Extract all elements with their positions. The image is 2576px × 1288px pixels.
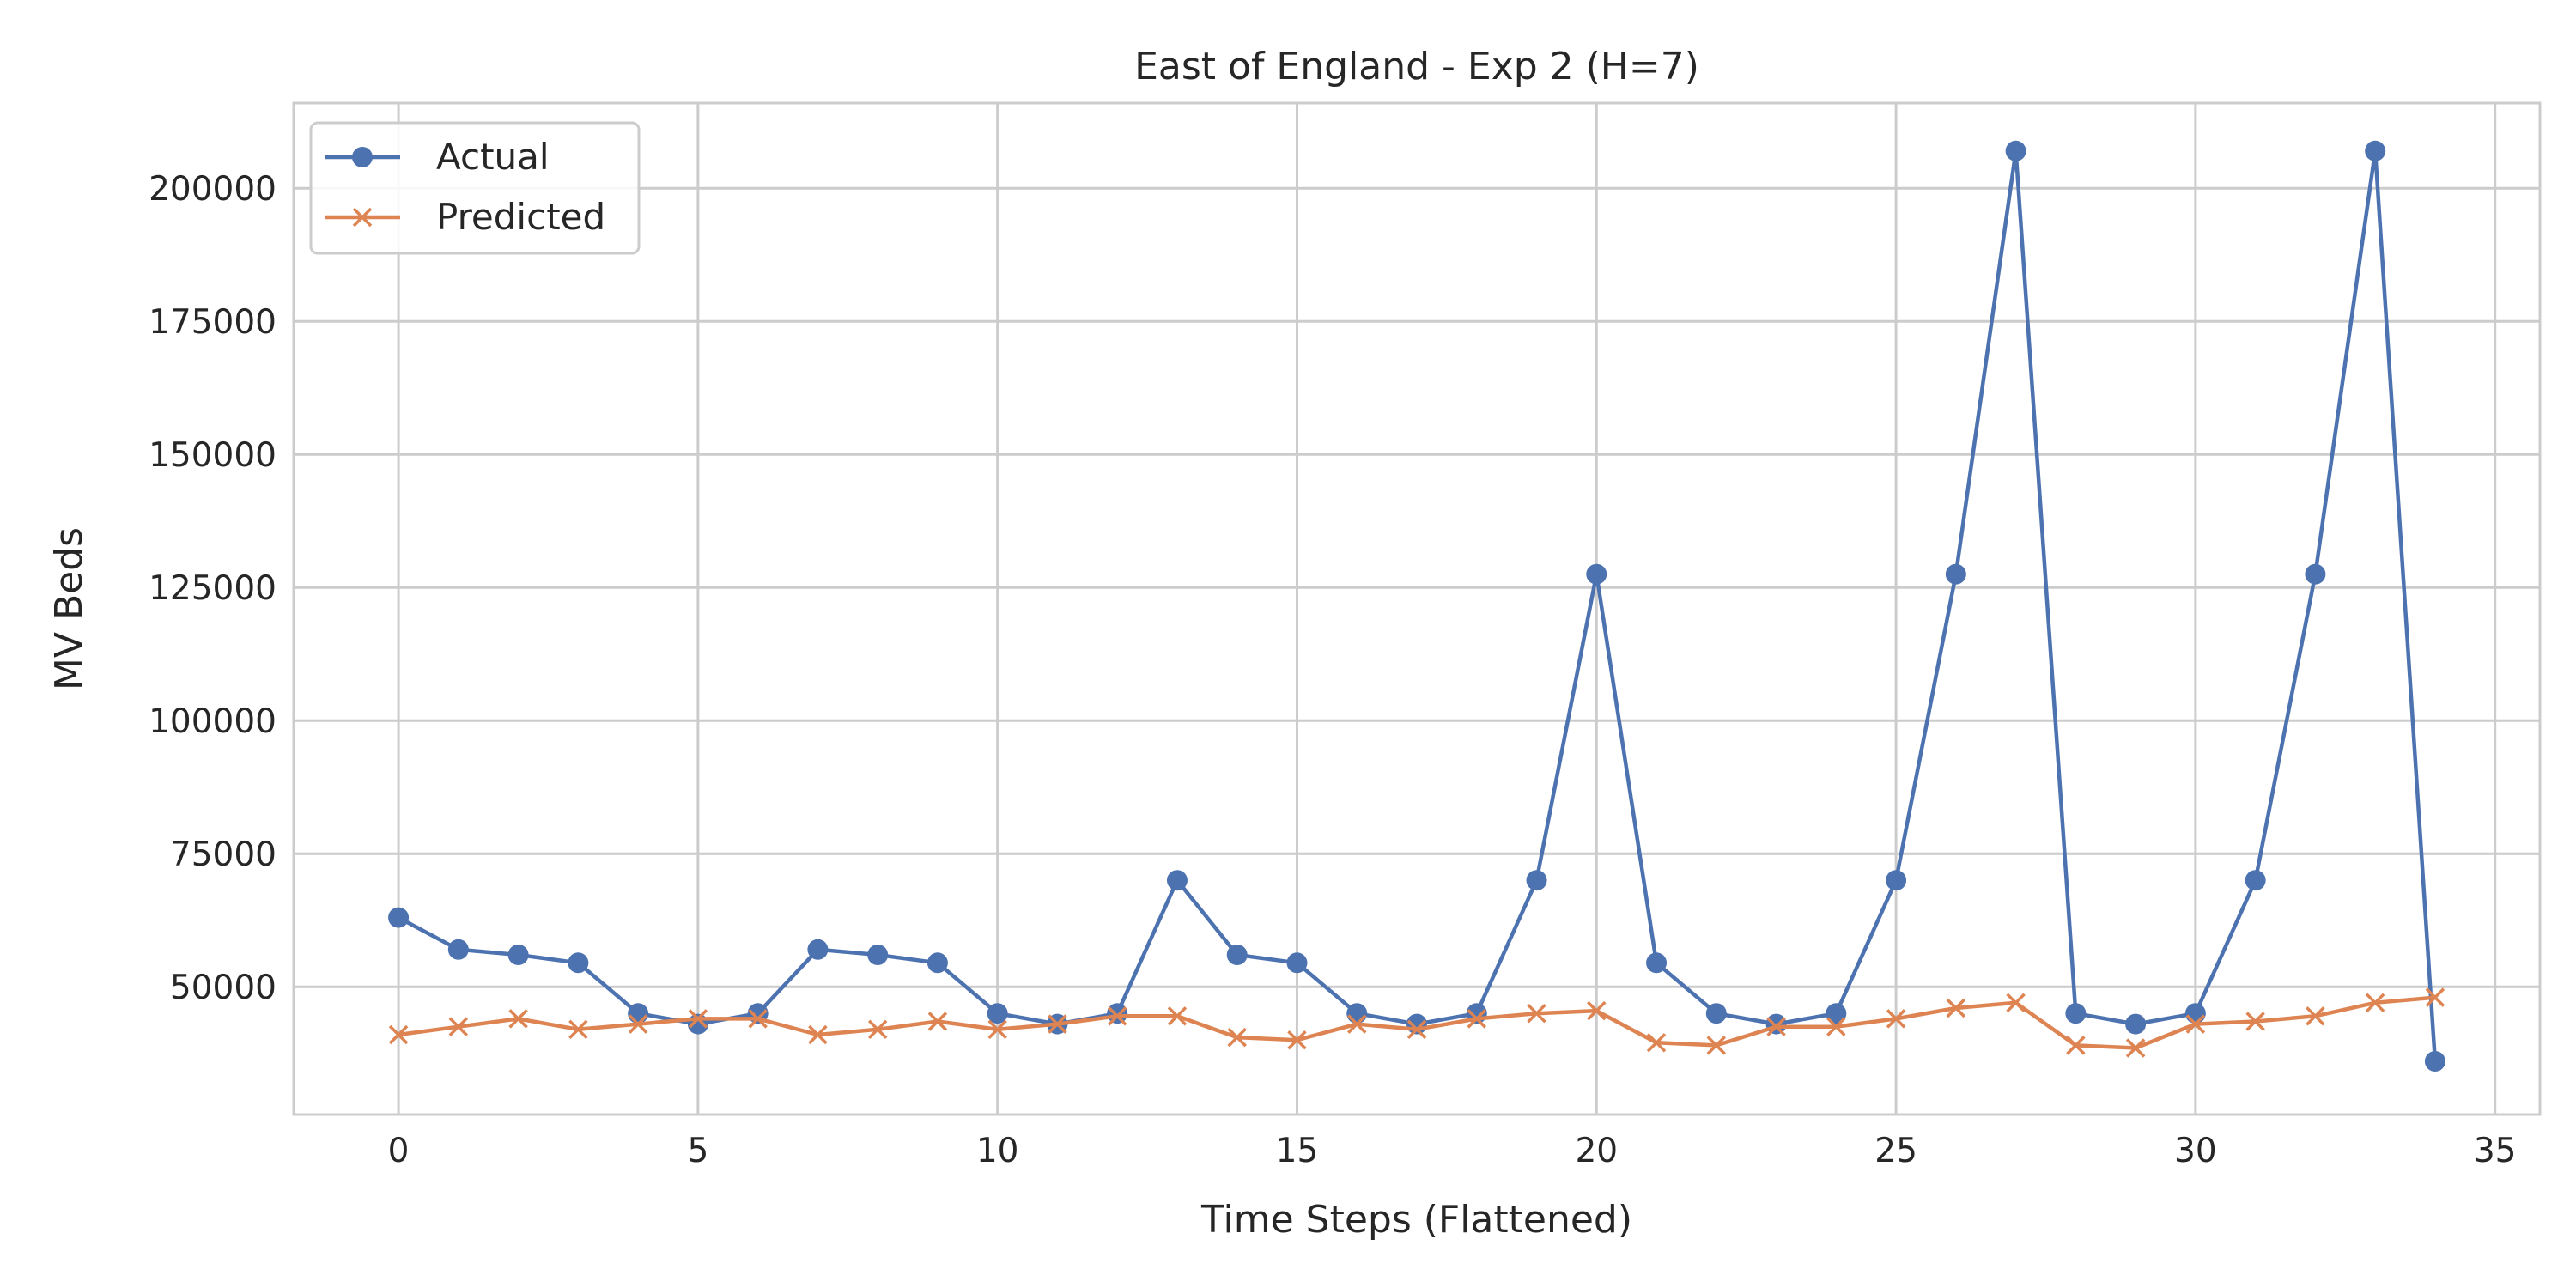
point-actual xyxy=(1346,1003,1368,1024)
point-predicted xyxy=(987,1019,1007,1040)
point-actual xyxy=(388,907,410,928)
y-tick-label: 200000 xyxy=(149,170,276,209)
point-actual xyxy=(447,939,469,960)
point-actual xyxy=(2184,1003,2206,1024)
x-tick-label: 35 xyxy=(2474,1132,2517,1170)
y-tick-label: 125000 xyxy=(149,569,276,608)
point-predicted xyxy=(1227,1027,1247,1048)
legend-marker-circle xyxy=(352,147,373,167)
point-actual xyxy=(2065,1003,2087,1024)
point-predicted xyxy=(1527,1003,1546,1024)
point-predicted xyxy=(867,1019,888,1040)
point-predicted xyxy=(2245,1012,2265,1031)
legend-label: Predicted xyxy=(436,196,605,238)
point-actual xyxy=(507,945,529,965)
point-actual xyxy=(628,1003,649,1024)
grid xyxy=(294,103,2540,1115)
point-predicted xyxy=(628,1014,648,1034)
point-predicted xyxy=(1347,1014,1367,1034)
point-actual xyxy=(987,1003,1008,1024)
y-tick-label: 75000 xyxy=(170,835,276,874)
point-predicted xyxy=(1167,1006,1188,1026)
point-predicted xyxy=(1826,1017,1846,1036)
x-tick-label: 10 xyxy=(976,1132,1019,1170)
y-tick-label: 150000 xyxy=(149,436,276,475)
point-actual xyxy=(2245,870,2266,891)
x-axis-label: Time Steps (Flattened) xyxy=(1200,1198,1632,1242)
point-actual xyxy=(1886,870,1907,891)
tick-labels: 0 5 10 15 20 25 30 35 50000 75000 100000 125000 1500… xyxy=(149,170,2516,1170)
legend-marker-x xyxy=(352,207,373,228)
point-predicted xyxy=(1287,1030,1307,1050)
series-predicted xyxy=(388,987,2445,1058)
point-predicted xyxy=(927,1012,948,1031)
y-tick-label: 100000 xyxy=(149,702,276,741)
point-actual xyxy=(1826,1003,1847,1024)
point-actual xyxy=(1646,952,1668,974)
x-tick-label: 15 xyxy=(1276,1132,1319,1170)
point-predicted xyxy=(1706,1036,1727,1055)
point-predicted xyxy=(2306,1006,2325,1026)
point-predicted xyxy=(1406,1019,1427,1040)
y-axis-label: MV Beds xyxy=(47,527,91,690)
point-predicted xyxy=(2006,993,2026,1013)
legend: Actual Predicted xyxy=(309,121,641,255)
point-predicted xyxy=(2066,1036,2086,1055)
y-tick-label: 175000 xyxy=(149,303,276,342)
point-predicted xyxy=(2125,1038,2146,1058)
point-predicted xyxy=(1587,1000,1607,1021)
x-tick-label: 0 xyxy=(388,1132,410,1170)
point-predicted xyxy=(2185,1014,2206,1034)
point-actual xyxy=(2125,1013,2147,1035)
point-predicted xyxy=(1766,1017,1786,1036)
point-predicted xyxy=(2365,993,2385,1013)
point-predicted xyxy=(1048,1014,1067,1034)
y-tick-label: 50000 xyxy=(170,969,276,1007)
legend-label: Actual xyxy=(436,136,550,178)
point-predicted xyxy=(748,1009,768,1029)
point-predicted xyxy=(448,1017,469,1036)
chart-title: East of England - Exp 2 (H=7) xyxy=(1134,45,1699,88)
point-actual xyxy=(568,952,589,974)
point-actual xyxy=(1166,870,1188,891)
point-actual xyxy=(927,952,948,974)
point-actual xyxy=(807,939,829,960)
point-actual xyxy=(1765,1013,1787,1035)
point-actual xyxy=(1705,1003,1727,1024)
point-actual xyxy=(1945,563,1966,585)
point-predicted xyxy=(388,1024,409,1045)
point-predicted xyxy=(688,1009,708,1029)
point-actual xyxy=(2365,140,2386,161)
point-predicted xyxy=(808,1024,828,1045)
point-predicted xyxy=(508,1009,528,1029)
point-predicted xyxy=(1946,998,1966,1018)
point-actual xyxy=(1586,563,1607,585)
legend-item-actual: Actual xyxy=(325,136,550,178)
point-actual xyxy=(2305,563,2326,585)
point-predicted xyxy=(568,1019,588,1040)
point-actual xyxy=(1526,870,1547,891)
legend-items: Actual Predicted xyxy=(325,136,605,238)
x-tick-label: 30 xyxy=(2174,1132,2217,1170)
series-layer xyxy=(388,140,2445,1072)
point-predicted xyxy=(2425,987,2445,1007)
plot-frame xyxy=(292,101,2542,1116)
point-actual xyxy=(867,945,889,965)
x-tick-label: 20 xyxy=(1575,1132,1618,1170)
x-tick-label: 5 xyxy=(687,1132,708,1170)
point-actual xyxy=(1107,1003,1128,1024)
x-tick-label: 25 xyxy=(1874,1132,1917,1170)
legend-item-predicted: Predicted xyxy=(325,196,605,238)
point-actual xyxy=(1286,952,1308,974)
point-actual xyxy=(2424,1051,2445,1072)
point-predicted xyxy=(1467,1009,1486,1029)
point-actual xyxy=(1226,945,1248,965)
point-predicted xyxy=(1646,1033,1667,1053)
point-actual xyxy=(2005,140,2026,161)
point-predicted xyxy=(1107,1006,1127,1026)
point-predicted xyxy=(1886,1009,1906,1029)
